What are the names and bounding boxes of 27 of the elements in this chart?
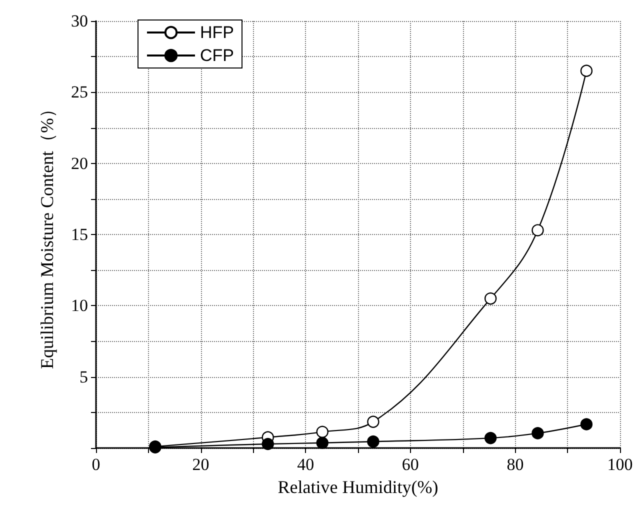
x-tick-label: 60 [402, 455, 419, 474]
point [484, 432, 497, 444]
point [367, 436, 380, 448]
x-tick-label: 80 [506, 455, 524, 474]
x-tick-label: 20 [192, 455, 210, 474]
point [532, 427, 544, 440]
point [532, 224, 544, 236]
point [580, 418, 593, 430]
y-tick-label: 25 [71, 82, 88, 102]
point [316, 436, 328, 449]
x-tick-label: 0 [92, 455, 100, 474]
y-tick-label: 20 [71, 154, 88, 173]
point [367, 416, 380, 428]
y-tick-label: 10 [71, 296, 88, 316]
y-tick-label: 30 [71, 12, 88, 30]
point [580, 64, 593, 77]
legend-label: HFP [200, 23, 234, 42]
y-tick-label: 5 [80, 367, 88, 386]
x-tick-label: 100 [607, 455, 633, 474]
x-axis-title: Relative Humidity(%) [278, 477, 438, 497]
y-axis-title: Equilibrium Moisture Content（%） [37, 100, 57, 369]
y-tick-label: 15 [71, 225, 88, 244]
point [484, 292, 497, 305]
legend-label: CFP [200, 46, 234, 65]
point [262, 438, 274, 450]
x-tick-label: 40 [297, 455, 314, 474]
point [316, 426, 328, 438]
